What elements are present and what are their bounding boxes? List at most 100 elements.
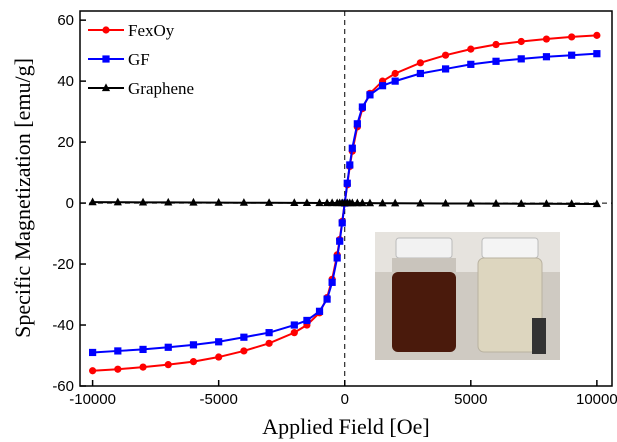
marker: [416, 69, 424, 78]
legend-item: FexOy: [88, 21, 175, 40]
x-tick-label: -5000: [199, 391, 237, 408]
x-tick-label: 0: [341, 391, 349, 408]
marker: [189, 341, 198, 349]
marker: [290, 329, 298, 337]
y-axis-label: Specific Magnetization [emu/g]: [10, 58, 35, 338]
marker: [466, 198, 475, 207]
marker: [467, 45, 475, 53]
marker: [240, 347, 248, 355]
marker: [492, 57, 500, 65]
marker: [189, 197, 198, 206]
legend-item: GF: [88, 50, 150, 69]
x-axis-label: Applied Field [Oe]: [262, 414, 429, 439]
marker: [290, 198, 299, 206]
marker: [416, 198, 425, 207]
marker: [88, 197, 97, 206]
marker: [593, 50, 601, 58]
marker: [568, 33, 576, 41]
marker: [391, 198, 400, 207]
marker: [315, 198, 324, 207]
marker: [89, 367, 97, 375]
marker: [139, 345, 147, 354]
legend-item: Graphene: [88, 79, 194, 98]
marker: [517, 55, 525, 63]
y-tick-label: 0: [66, 195, 74, 212]
marker: [365, 198, 375, 207]
marker: [102, 55, 110, 63]
marker: [290, 321, 298, 329]
marker: [338, 219, 346, 227]
marker: [102, 26, 110, 34]
legend-label: FexOy: [128, 21, 175, 40]
y-tick-label: 40: [57, 73, 74, 90]
marker: [265, 339, 273, 347]
y-tick-label: -60: [52, 378, 74, 395]
x-tick-label: 10000: [576, 391, 617, 408]
marker: [101, 83, 111, 92]
inset-photo: [375, 232, 560, 360]
marker: [366, 91, 374, 99]
series: [88, 197, 601, 208]
marker: [89, 348, 97, 357]
marker: [214, 198, 223, 206]
marker: [568, 51, 576, 59]
marker: [348, 144, 356, 152]
marker: [353, 120, 361, 128]
y-tick-label: -20: [52, 256, 74, 273]
marker: [517, 199, 526, 207]
marker: [491, 199, 501, 207]
marker: [164, 361, 172, 369]
marker: [164, 197, 173, 206]
marker: [215, 353, 223, 361]
marker: [542, 53, 551, 61]
x-tick-label: -10000: [69, 391, 116, 408]
marker: [333, 254, 341, 262]
marker: [239, 198, 248, 206]
marker: [542, 199, 551, 207]
marker: [592, 199, 601, 208]
marker: [240, 333, 248, 341]
marker: [467, 60, 475, 68]
marker: [593, 31, 601, 39]
marker: [517, 37, 525, 46]
marker: [391, 77, 399, 85]
marker: [346, 161, 354, 169]
marker: [391, 69, 399, 78]
marker: [138, 197, 148, 206]
marker: [441, 65, 450, 73]
marker: [139, 363, 147, 371]
marker: [416, 59, 424, 67]
x-tick-label: 5000: [454, 391, 487, 408]
marker: [114, 365, 122, 373]
y-tick-label: 20: [57, 134, 74, 151]
marker: [378, 198, 387, 207]
marker: [323, 295, 331, 303]
marker: [328, 278, 336, 286]
marker: [302, 198, 312, 207]
marker: [441, 51, 450, 59]
y-tick-label: 60: [57, 12, 74, 29]
legend-label: Graphene: [128, 79, 194, 98]
marker: [358, 198, 367, 207]
plot-frame: [79, 10, 613, 387]
marker: [264, 198, 274, 206]
y-tick-label: -40: [52, 317, 74, 334]
marker: [215, 338, 223, 346]
marker: [114, 347, 122, 355]
marker: [303, 316, 311, 325]
marker: [113, 197, 122, 206]
marker: [315, 307, 324, 315]
marker: [336, 237, 344, 245]
legend-label: GF: [128, 50, 150, 69]
marker: [343, 179, 351, 187]
marker: [492, 40, 500, 49]
marker: [358, 103, 366, 111]
marker: [441, 198, 450, 207]
marker: [378, 82, 387, 90]
marker: [542, 35, 551, 43]
marker: [164, 343, 172, 351]
marker: [265, 329, 273, 337]
marker: [189, 358, 198, 366]
marker: [567, 199, 576, 207]
